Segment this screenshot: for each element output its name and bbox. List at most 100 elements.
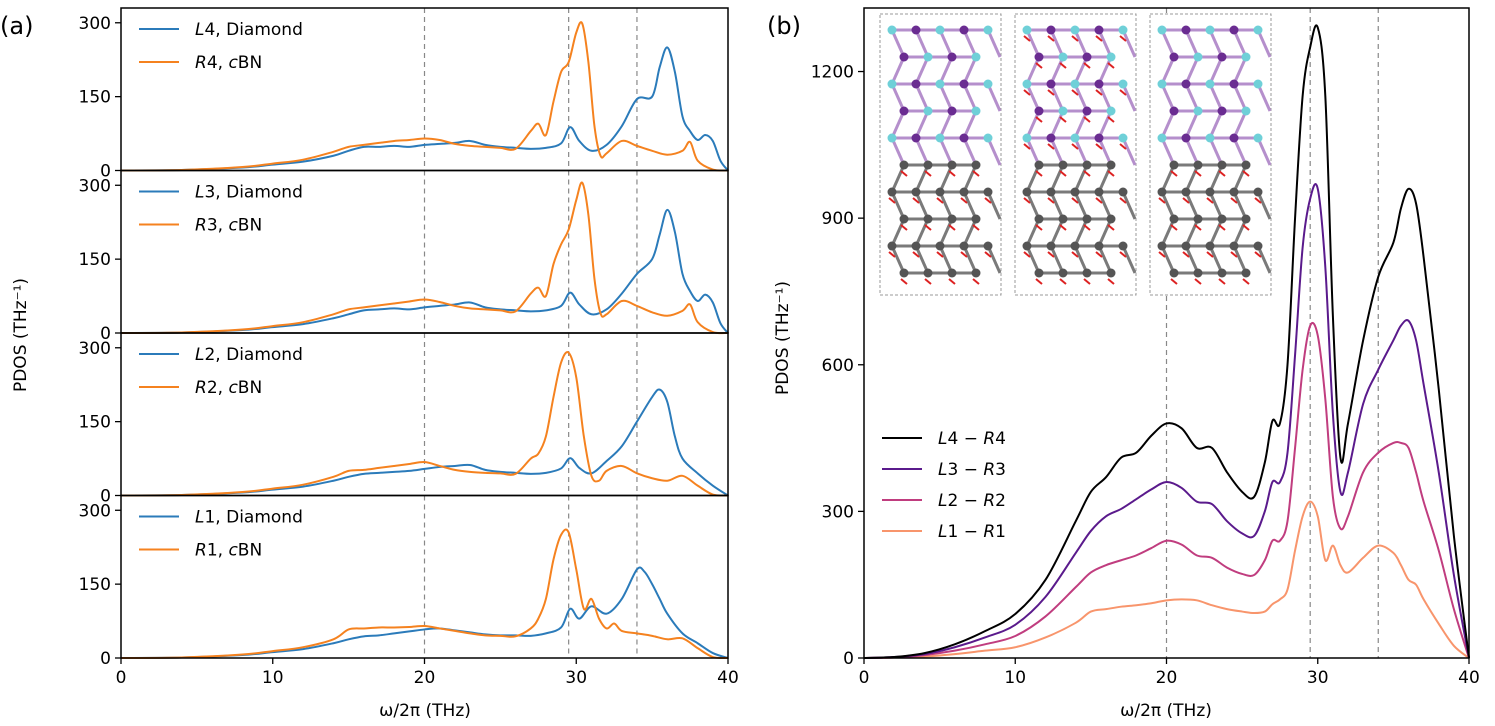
bond <box>1232 164 1248 193</box>
legend-label-rest: 1 <box>995 522 1006 542</box>
bond <box>1256 245 1272 274</box>
legend-label-italic: L <box>938 491 947 511</box>
bond <box>1184 56 1200 85</box>
structure-inset <box>879 13 1002 296</box>
x-tick-label: 10 <box>1004 668 1026 688</box>
bond <box>914 110 930 139</box>
atom <box>1157 79 1167 89</box>
atom <box>1229 187 1239 197</box>
legend-label-rest: BN <box>238 53 262 73</box>
atom <box>1205 241 1215 251</box>
bond <box>1121 83 1137 112</box>
displacement-arrow <box>1158 197 1166 204</box>
atom <box>959 241 969 251</box>
bond <box>1184 164 1200 193</box>
atom <box>983 133 993 143</box>
atom <box>947 214 957 224</box>
bond <box>962 56 978 85</box>
displacement-arrow <box>1242 170 1250 177</box>
bond <box>1073 137 1089 166</box>
bond <box>1184 218 1200 247</box>
legend-label-rest: 1, <box>207 541 229 561</box>
x-tick-label: 10 <box>262 668 284 688</box>
displacement-arrow <box>1023 89 1031 96</box>
displacement-arrow <box>912 251 920 258</box>
displacement-arrow <box>1182 251 1190 258</box>
displacement-arrow <box>1071 197 1079 204</box>
legend-label-rest: 4, Diamond <box>204 20 302 40</box>
displacement-arrow <box>1035 278 1043 285</box>
bond <box>1097 137 1113 166</box>
panel-a-lines <box>120 21 729 660</box>
displacement-arrow <box>1095 35 1103 42</box>
atom <box>1229 79 1239 89</box>
atom <box>1106 106 1116 116</box>
atom <box>911 79 921 89</box>
bond <box>1121 245 1137 274</box>
displacement-arrow <box>1119 89 1127 96</box>
bond <box>1049 245 1065 274</box>
atom <box>1157 187 1167 197</box>
displacement-arrow <box>1254 251 1262 258</box>
displacement-arrow <box>1059 224 1067 231</box>
atom <box>887 187 897 197</box>
legend-label-italic: R <box>983 429 995 449</box>
bond <box>1097 218 1113 247</box>
y-tick-label: 0 <box>843 649 854 669</box>
legend-label-rest: BN <box>238 541 262 561</box>
atom <box>935 25 945 35</box>
atom <box>1058 160 1068 170</box>
atom <box>1022 133 1032 143</box>
displacement-arrow <box>1095 197 1103 204</box>
legend-label-italic: L <box>195 20 204 40</box>
atom <box>1181 25 1191 35</box>
atom <box>1034 52 1044 62</box>
displacement-arrow <box>1119 35 1127 42</box>
series-line-L2R2 <box>863 322 1470 659</box>
bond <box>1256 137 1272 166</box>
displacement-arrow <box>972 170 980 177</box>
displacement-arrow <box>1119 251 1127 258</box>
structure-inset <box>1014 13 1137 296</box>
atom <box>1217 160 1227 170</box>
y-tick-label: 300 <box>79 501 111 521</box>
atom <box>1106 214 1116 224</box>
displacement-arrow <box>900 278 908 285</box>
atom <box>1181 79 1191 89</box>
bond <box>1025 191 1041 220</box>
y-tick-label: 150 <box>79 413 111 433</box>
atom <box>935 133 945 143</box>
atom <box>935 79 945 89</box>
y-tick-label: 150 <box>79 88 111 108</box>
legend-label-italic: R <box>195 216 207 236</box>
atom <box>899 52 909 62</box>
bond <box>1121 29 1137 58</box>
legend-label-rest: 3, Diamond <box>204 183 302 203</box>
bond <box>890 164 906 193</box>
displacement-arrow <box>984 197 992 204</box>
bond <box>1025 56 1041 85</box>
legend-label: R3, cBN <box>195 216 262 236</box>
legend-label-italic: L <box>195 183 204 203</box>
x-tick-label: 0 <box>116 668 127 688</box>
bond <box>890 191 906 220</box>
atom <box>1046 241 1056 251</box>
bond <box>1073 110 1089 139</box>
bond <box>962 191 978 220</box>
atom <box>1229 241 1239 251</box>
atom <box>1106 160 1116 170</box>
displacement-arrow <box>1083 278 1091 285</box>
atom <box>1241 160 1251 170</box>
atom <box>887 133 897 143</box>
panel-a-ylabel: PDOS (THz⁻¹) <box>11 278 31 392</box>
legend-label-italic: R <box>195 378 207 398</box>
displacement-arrow <box>1047 197 1055 204</box>
bond <box>1049 218 1065 247</box>
bond <box>914 56 930 85</box>
bond <box>1184 191 1200 220</box>
atom <box>983 241 993 251</box>
displacement-arrow <box>924 170 932 177</box>
bond <box>938 110 954 139</box>
legend-label-italic: R <box>195 53 207 73</box>
